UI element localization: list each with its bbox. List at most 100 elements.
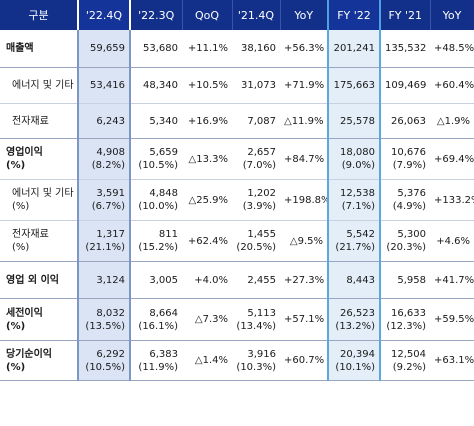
cell-value: 26,523 bbox=[340, 307, 375, 319]
cell-value: 5,113 bbox=[247, 307, 276, 319]
table-cell: 6,383 (11.9%) bbox=[130, 340, 182, 381]
table-cell: +4.6% bbox=[430, 220, 474, 262]
cell-value: 1,202 bbox=[247, 188, 276, 199]
table-cell: 31,073 bbox=[232, 67, 280, 104]
cell-value: 4,908 bbox=[96, 147, 125, 158]
row-label: 에너지 및 기타 (%) bbox=[0, 179, 78, 221]
cell-value: 1,455 bbox=[247, 229, 276, 240]
table-cell: 135,532 bbox=[380, 30, 430, 68]
cell-value: (21.7%) bbox=[335, 242, 375, 253]
table-cell: 3,916 (10.3%) bbox=[232, 340, 280, 381]
table-cell: +16.9% bbox=[182, 103, 232, 139]
row-label: 전자재료 bbox=[0, 103, 78, 139]
table-cell: 53,416 bbox=[77, 67, 131, 104]
table-cell: 8,664 (16.1%) bbox=[130, 298, 182, 341]
cell-value: +56.3% bbox=[284, 43, 325, 54]
table-row: 당기순이익 (%) 6,292 (10.5%) 6,383 (11.9%) △1.4% 3,9… bbox=[0, 340, 474, 381]
cell-value: (9.2%) bbox=[392, 361, 426, 373]
cell-value: +60.4% bbox=[434, 80, 474, 91]
cell-value: 6,292 bbox=[96, 348, 125, 360]
table-cell: +48.5% bbox=[430, 30, 474, 68]
cell-value: 135,532 bbox=[385, 43, 427, 54]
cell-value: 53,416 bbox=[90, 80, 125, 91]
row-label-line: (%) bbox=[6, 320, 26, 332]
table-cell: +11.1% bbox=[182, 30, 232, 68]
cell-value: (16.1%) bbox=[138, 320, 178, 332]
cell-value: 12,504 bbox=[391, 348, 426, 360]
cell-value: 5,542 bbox=[346, 229, 375, 240]
cell-value: 18,080 bbox=[340, 147, 375, 158]
header-22-4q: '22.4Q bbox=[77, 0, 131, 30]
row-label-line: 영업이익 bbox=[6, 147, 43, 158]
cell-value: +84.7% bbox=[284, 153, 325, 165]
row-label: 전자재료 (%) bbox=[0, 220, 78, 262]
cell-value: +48.5% bbox=[434, 43, 474, 54]
cell-value: 6,243 bbox=[96, 115, 125, 127]
table-cell: 109,469 bbox=[380, 67, 430, 104]
table-cell: 20,394 (10.1%) bbox=[327, 340, 381, 381]
earnings-table: 구분 '22.4Q '22.3Q QoQ '21.4Q YoY FY '22 F… bbox=[0, 0, 474, 381]
table-cell: +198.8% bbox=[280, 179, 328, 221]
table-cell: 6,292 (10.5%) bbox=[77, 340, 131, 381]
table-row: 에너지 및 기타 53,416 48,340 +10.5% 31,073 +71.9% 17… bbox=[0, 67, 474, 104]
cell-value: +4.6% bbox=[436, 235, 470, 247]
cell-value: (13.2%) bbox=[335, 320, 375, 332]
cell-value: (6.7%) bbox=[91, 201, 125, 212]
header-qoq: QoQ bbox=[182, 0, 233, 30]
table-cell: +41.7% bbox=[430, 261, 474, 299]
cell-value: 3,591 bbox=[96, 188, 125, 199]
table-cell: +133.2% bbox=[430, 179, 474, 221]
table-cell: +60.4% bbox=[430, 67, 474, 104]
header-row: 구분 '22.4Q '22.3Q QoQ '21.4Q YoY FY '22 F… bbox=[0, 0, 474, 30]
row-label-line: 에너지 및 기타 bbox=[12, 188, 74, 199]
row-label-line: (%) bbox=[12, 242, 30, 253]
cell-value: 3,124 bbox=[96, 274, 125, 286]
cell-value: +60.7% bbox=[284, 355, 325, 366]
table-cell: 811 (15.2%) bbox=[130, 220, 182, 262]
table-cell: 3,591 (6.7%) bbox=[77, 179, 131, 221]
cell-value: +59.5% bbox=[434, 314, 474, 325]
cell-value: (12.3%) bbox=[386, 320, 426, 332]
table-cell: +27.3% bbox=[280, 261, 328, 299]
cell-value: △25.9% bbox=[188, 194, 228, 206]
table-cell: 3,124 bbox=[77, 261, 131, 299]
cell-value: 38,160 bbox=[241, 43, 276, 54]
table-row: 영업이익 (%) 4,908 (8.2%) 5,659 (10.5%) △13.3% 2,65… bbox=[0, 138, 474, 180]
table-cell: 6,243 bbox=[77, 103, 131, 139]
cell-value: 6,383 bbox=[149, 348, 178, 360]
row-label: 영업이익 (%) bbox=[0, 138, 78, 180]
table-row: 영업 외 이익 3,124 3,005 +4.0% 2,455 +27.3% 8,443 5,… bbox=[0, 261, 474, 299]
cell-value: (10.5%) bbox=[85, 361, 125, 373]
cell-value: 201,241 bbox=[333, 43, 375, 54]
cell-value: 16,633 bbox=[391, 307, 426, 319]
cell-value: +41.7% bbox=[434, 274, 474, 286]
table-cell: 1,317 (21.1%) bbox=[77, 220, 131, 262]
header-fy-yoy: YoY bbox=[430, 0, 474, 30]
cell-value: 2,455 bbox=[247, 274, 276, 286]
table-cell: +69.4% bbox=[430, 138, 474, 180]
row-label-line: 세전이익 bbox=[6, 307, 43, 319]
cell-value: (7.0%) bbox=[242, 160, 276, 171]
header-fy-21: FY '21 bbox=[380, 0, 431, 30]
table-cell: 48,340 bbox=[130, 67, 182, 104]
cell-value: (10.5%) bbox=[138, 160, 178, 171]
table-cell: 7,087 bbox=[232, 103, 280, 139]
table-cell: 5,300 (20.3%) bbox=[380, 220, 430, 262]
cell-value: (3.9%) bbox=[242, 201, 276, 212]
cell-value: (4.9%) bbox=[392, 201, 426, 212]
header-category: 구분 bbox=[0, 0, 79, 30]
cell-value: (21.1%) bbox=[85, 242, 125, 253]
cell-value: 811 bbox=[158, 229, 178, 240]
table-cell: +4.0% bbox=[182, 261, 232, 299]
cell-value: △9.5% bbox=[289, 235, 323, 247]
cell-value: 5,958 bbox=[397, 274, 426, 286]
cell-value: 3,916 bbox=[247, 348, 276, 360]
table-cell: 18,080 (9.0%) bbox=[327, 138, 381, 180]
cell-value: (10.1%) bbox=[335, 361, 375, 373]
cell-value: 25,578 bbox=[340, 115, 375, 127]
cell-value: 109,469 bbox=[385, 80, 427, 91]
table-cell: +57.1% bbox=[280, 298, 328, 341]
table-cell: 5,958 bbox=[380, 261, 430, 299]
table-cell: +59.5% bbox=[430, 298, 474, 341]
table-cell: 8,443 bbox=[327, 261, 381, 299]
